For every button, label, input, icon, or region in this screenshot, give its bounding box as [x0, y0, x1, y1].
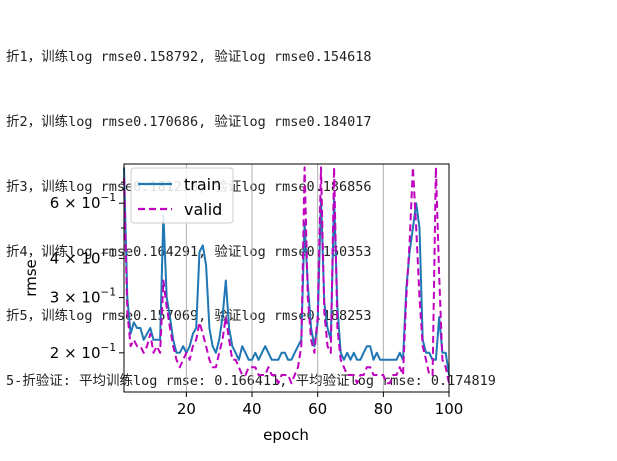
legend-box	[130, 167, 234, 224]
y-tick-label: 6 × 10−1	[50, 192, 116, 212]
log-line-summary: 5-折验证: 平均训练log rmse: 0.166411, 平均验证log r…	[6, 373, 496, 390]
y-tick-label: 2 × 10−1	[50, 342, 116, 362]
x-tick-label: 60	[308, 400, 327, 418]
y-tick-label: 3 × 10−1	[50, 287, 116, 307]
y-axis-title: rmse	[22, 259, 40, 297]
legend-label-valid: valid	[184, 200, 222, 219]
log-line: 折1，训练log rmse0.158792, 验证log rmse0.15461…	[6, 49, 372, 66]
series-line-train	[123, 167, 450, 376]
y-axis-ticks: 2 × 10−1 3 × 10−1 4 × 10−1 6 × 10−1	[50, 181, 124, 362]
legend: train valid	[130, 167, 234, 224]
log-line: 折2，训练log rmse0.170686, 验证log rmse0.18401…	[6, 113, 372, 130]
x-axis-ticks: 20 40 60 80 100	[177, 392, 463, 418]
x-tick-label: 40	[242, 400, 261, 418]
series-line-valid	[123, 166, 450, 385]
series-lines	[123, 166, 450, 385]
legend-label-train: train	[184, 175, 221, 194]
plot-frame	[123, 163, 450, 393]
y-tick-label: 4 × 10−1	[50, 247, 116, 267]
x-tick-label: 80	[374, 400, 393, 418]
x-axis-title: epoch	[263, 426, 309, 444]
x-tick-label: 20	[177, 400, 196, 418]
x-tick-label: 100	[435, 400, 464, 418]
